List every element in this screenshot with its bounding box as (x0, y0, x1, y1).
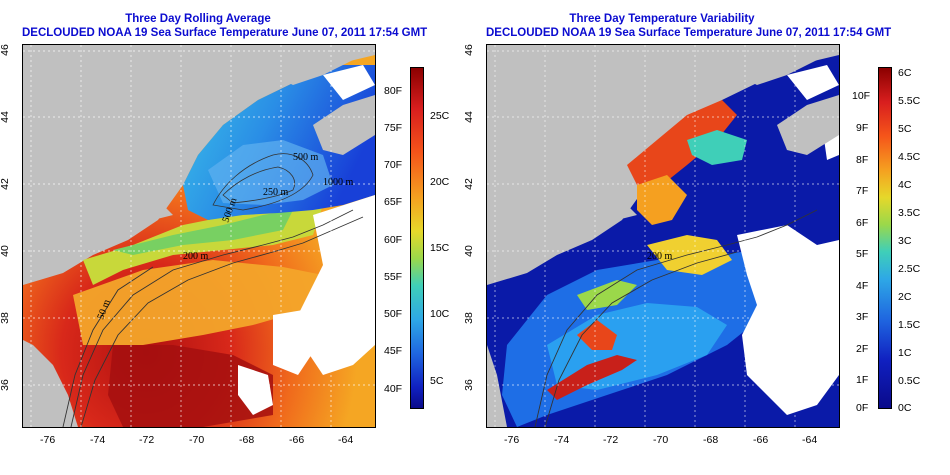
left-sst-map[interactable]: 200 m 500 m 500 m 250 m 1000 m 50 m (22, 44, 376, 428)
right-cb-f-4: 4F (856, 280, 869, 292)
right-cb-f-1: 1F (856, 374, 869, 386)
right-cb-f-9: 9F (856, 122, 869, 134)
right-cb-c-2: 2C (898, 291, 912, 303)
right-lon-64: -64 (802, 434, 818, 446)
right-cb-c-3: 3C (898, 235, 912, 247)
left-lat-38: 38 (0, 312, 11, 324)
left-lon-70: -70 (189, 434, 205, 446)
left-lon-72: -72 (139, 434, 155, 446)
right-lon-72: -72 (603, 434, 619, 446)
right-lat-42: 42 (462, 178, 475, 190)
right-cb-c-2-5: 2.5C (898, 263, 921, 275)
right-cb-f-3: 3F (856, 311, 869, 323)
right-cb-c-5-5: 5.5C (898, 95, 921, 107)
right-contour-label-200m: 200 m (647, 251, 673, 262)
right-lon-76: -76 (504, 434, 520, 446)
right-cb-c-3-5: 3.5C (898, 207, 921, 219)
left-title-subtitle: DECLOUDED NOAA 19 Sea Surface Temperatur… (22, 27, 428, 39)
right-cb-f-7: 7F (856, 185, 869, 197)
left-cb-f-60: 60F (384, 234, 403, 246)
left-lon-64: -64 (338, 434, 354, 446)
left-cb-f-75: 75F (384, 122, 403, 134)
right-lon-74: -74 (554, 434, 570, 446)
left-cb-c-25: 25C (430, 110, 450, 122)
left-contour-label-1000m: 1000 m (323, 177, 354, 188)
right-title-subtitle: DECLOUDED NOAA 19 Sea Surface Temperatur… (486, 27, 892, 39)
left-cb-c-5: 5C (430, 375, 444, 387)
right-cb-c-5: 5C (898, 123, 912, 135)
left-cb-f-55: 55F (384, 271, 403, 283)
left-title-main: Three Day Rolling Average (125, 13, 271, 25)
left-cb-f-80: 80F (384, 85, 403, 97)
right-cb-c-1: 1C (898, 347, 912, 359)
right-cb-c-4-5: 4.5C (898, 151, 921, 163)
left-lat-44: 44 (0, 111, 11, 123)
left-contour-label-200m: 200 m (183, 251, 209, 262)
right-cb-f-2: 2F (856, 343, 869, 355)
left-lon-74: -74 (90, 434, 106, 446)
left-colorbar-strip (410, 67, 424, 409)
right-lon-66: -66 (753, 434, 769, 446)
right-cb-c-0-5: 0.5C (898, 375, 921, 387)
left-title: Three Day Rolling Average DECLOUDED NOAA… (22, 12, 428, 40)
left-lon-76: -76 (40, 434, 56, 446)
right-cb-f-6: 6F (856, 217, 869, 229)
left-cb-f-45: 45F (384, 345, 403, 357)
right-colorbar-strip (878, 67, 892, 409)
right-title: Three Day Temperature Variability DECLOU… (486, 12, 892, 40)
right-cb-c-6: 6C (898, 67, 912, 79)
left-lat-40: 40 (0, 245, 11, 257)
right-title-main: Three Day Temperature Variability (569, 13, 755, 25)
right-lat-44: 44 (462, 111, 475, 123)
right-cb-f-8: 8F (856, 154, 869, 166)
left-lat-46: 46 (0, 44, 11, 56)
left-contour-label-500m-b: 500 m (293, 152, 319, 163)
left-cb-f-50: 50F (384, 308, 403, 320)
left-contour-label-250m: 250 m (263, 187, 289, 198)
left-cb-f-65: 65F (384, 196, 403, 208)
right-cb-f-5: 5F (856, 248, 869, 260)
left-lon-68: -68 (239, 434, 255, 446)
right-lat-36: 36 (462, 379, 475, 391)
left-cb-f-70: 70F (384, 159, 403, 171)
left-cb-c-20: 20C (430, 176, 450, 188)
right-lon-70: -70 (653, 434, 669, 446)
left-lat-36: 36 (0, 379, 11, 391)
right-lat-46: 46 (462, 44, 475, 56)
left-cb-c-15: 15C (430, 242, 450, 254)
right-cb-c-0: 0C (898, 402, 912, 414)
right-cb-f-10: 10F (852, 90, 871, 102)
right-lon-68: -68 (703, 434, 719, 446)
right-cb-c-1-5: 1.5C (898, 319, 921, 331)
right-cb-f-0: 0F (856, 402, 869, 414)
left-lat-42: 42 (0, 178, 11, 190)
right-lat-40: 40 (462, 245, 475, 257)
left-cb-c-10: 10C (430, 308, 450, 320)
left-lon-66: -66 (289, 434, 305, 446)
left-cb-f-40: 40F (384, 383, 403, 395)
right-cb-c-4: 4C (898, 179, 912, 191)
right-lat-38: 38 (462, 312, 475, 324)
right-variability-map[interactable]: 200 m (486, 44, 840, 428)
